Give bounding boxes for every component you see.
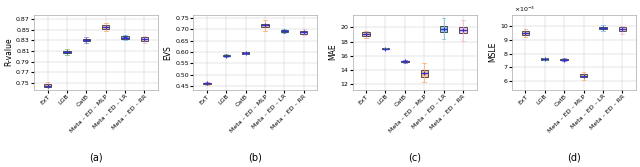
PathPatch shape — [122, 36, 129, 39]
PathPatch shape — [522, 31, 529, 35]
PathPatch shape — [300, 31, 307, 34]
PathPatch shape — [203, 82, 211, 84]
PathPatch shape — [362, 32, 370, 36]
Text: $\times10^{-3}$: $\times10^{-3}$ — [515, 5, 536, 14]
PathPatch shape — [242, 52, 249, 54]
Y-axis label: R-value: R-value — [4, 38, 13, 66]
PathPatch shape — [460, 27, 467, 33]
PathPatch shape — [261, 24, 269, 27]
Y-axis label: MSLE: MSLE — [488, 42, 497, 62]
PathPatch shape — [83, 39, 90, 41]
PathPatch shape — [619, 28, 626, 31]
PathPatch shape — [580, 74, 587, 77]
PathPatch shape — [44, 84, 51, 87]
PathPatch shape — [541, 58, 548, 60]
PathPatch shape — [420, 70, 428, 77]
PathPatch shape — [401, 61, 408, 62]
Y-axis label: MAE: MAE — [329, 44, 338, 60]
Y-axis label: EVS: EVS — [164, 45, 173, 59]
X-axis label: (a): (a) — [89, 153, 103, 163]
PathPatch shape — [102, 25, 109, 29]
PathPatch shape — [561, 59, 568, 60]
PathPatch shape — [382, 48, 389, 49]
PathPatch shape — [63, 51, 70, 53]
X-axis label: (c): (c) — [408, 153, 421, 163]
X-axis label: (d): (d) — [567, 153, 580, 163]
PathPatch shape — [281, 30, 288, 32]
PathPatch shape — [599, 27, 607, 29]
PathPatch shape — [141, 37, 148, 41]
X-axis label: (b): (b) — [248, 153, 262, 163]
PathPatch shape — [440, 26, 447, 32]
PathPatch shape — [223, 55, 230, 56]
